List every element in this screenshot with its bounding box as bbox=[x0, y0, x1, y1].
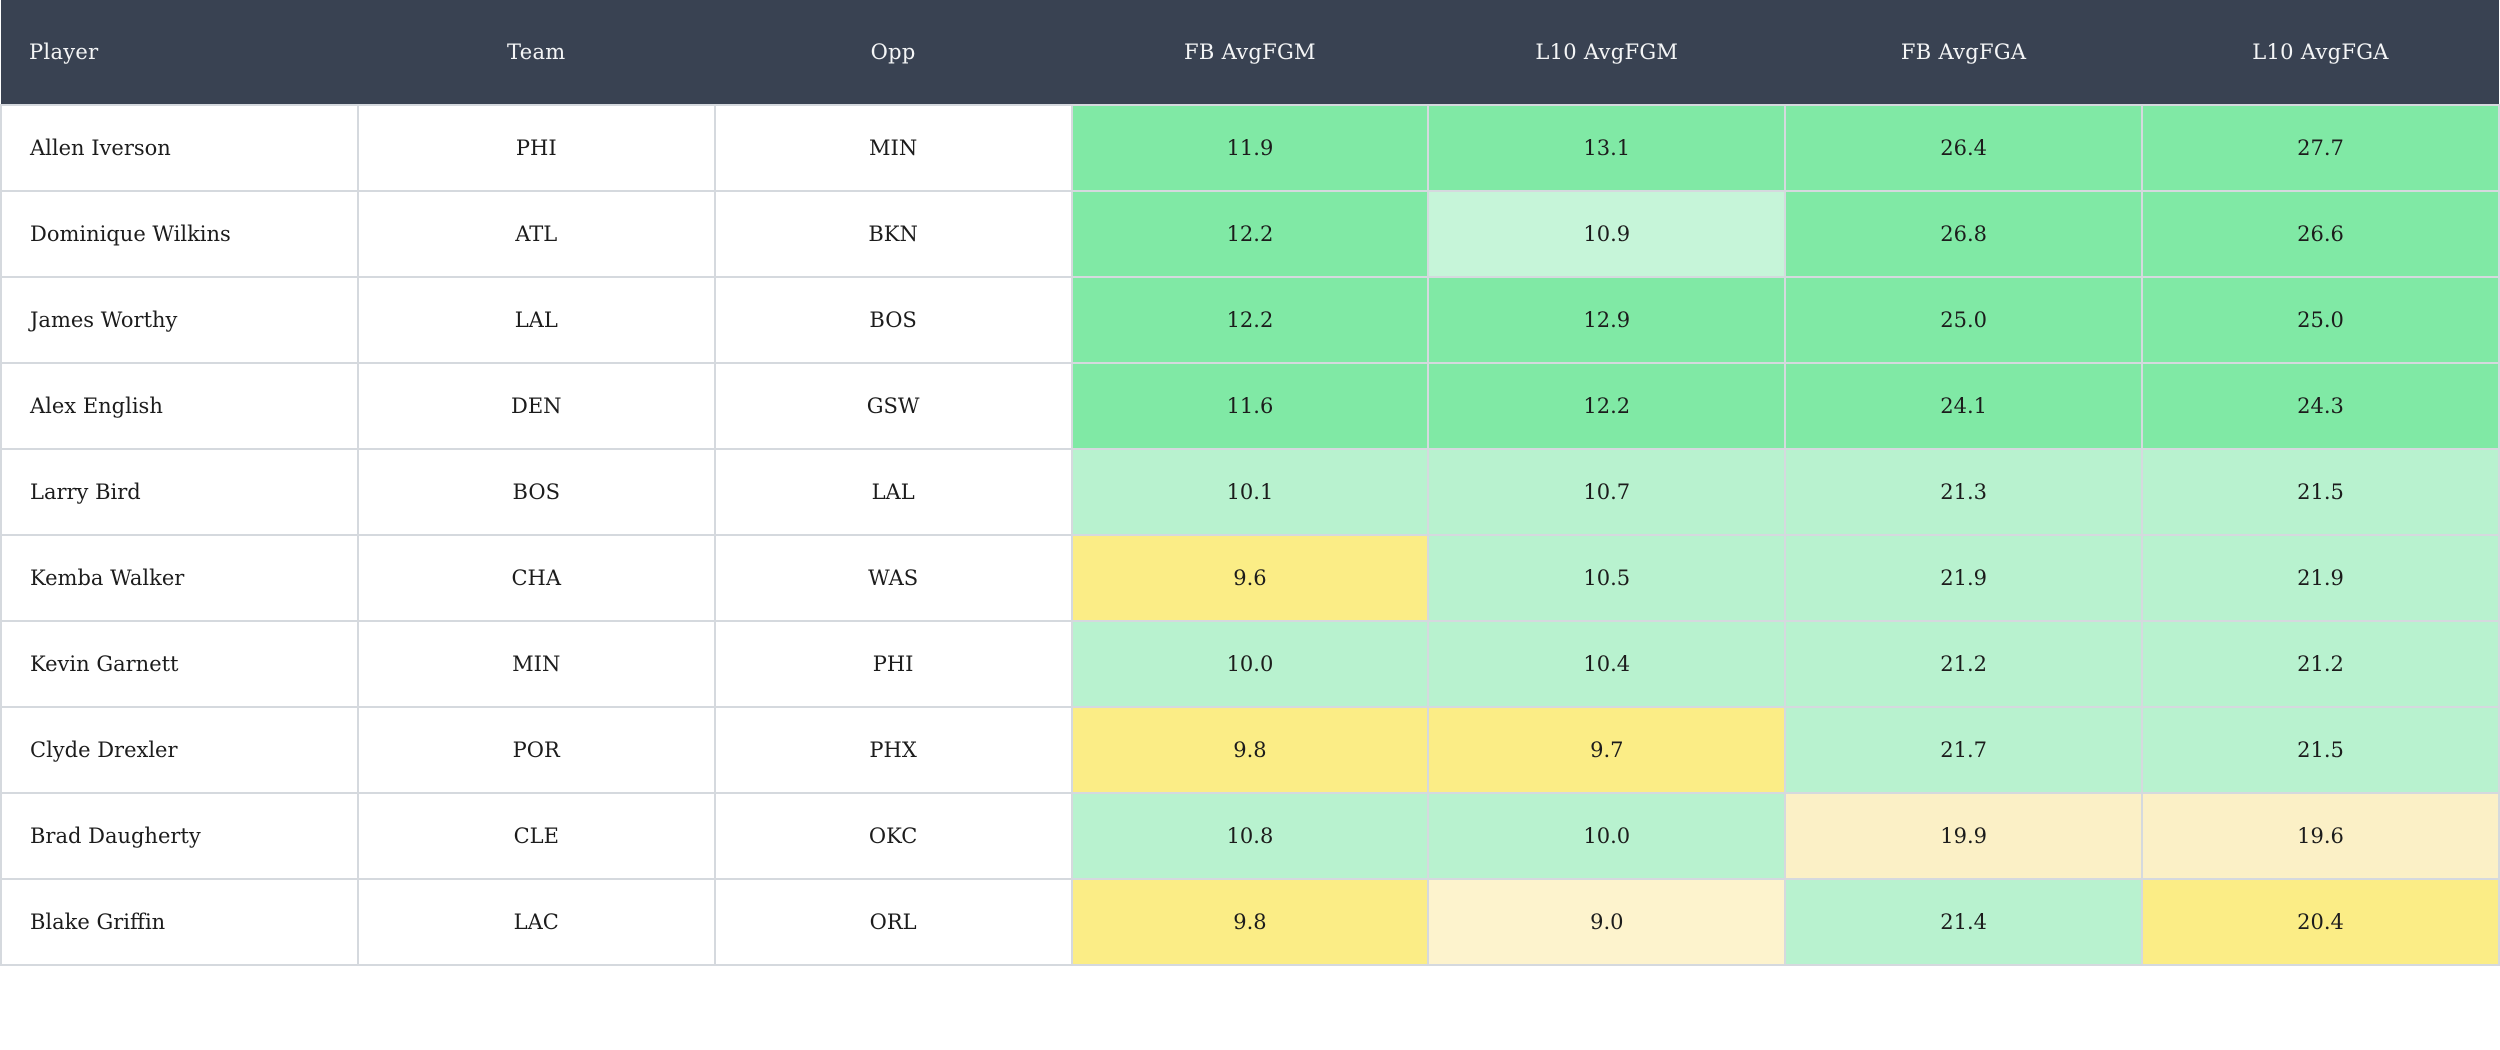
cell-team: DEN bbox=[356, 362, 716, 450]
cell-fb_avgfga: 21.4 bbox=[1784, 878, 2144, 966]
cell-fb_avgfgm: 9.6 bbox=[1070, 534, 1430, 622]
column-header-fb_avgfga: FB AvgFGA bbox=[1785, 0, 2143, 105]
cell-fb_avgfgm: 10.8 bbox=[1070, 792, 1430, 880]
cell-player: Larry Bird bbox=[0, 448, 359, 536]
table-row: Alex English DEN GSW 11.6 12.2 24.1 24.3 bbox=[0, 362, 2500, 450]
cell-team: MIN bbox=[356, 620, 716, 708]
cell-player: Blake Griffin bbox=[0, 878, 359, 966]
cell-team: LAC bbox=[356, 878, 716, 966]
table-row: Clyde Drexler POR PHX 9.8 9.7 21.7 21.5 bbox=[0, 706, 2500, 794]
cell-l10_avgfgm: 12.9 bbox=[1427, 276, 1787, 364]
cell-fb_avgfgm: 9.8 bbox=[1070, 878, 1430, 966]
cell-fb_avgfgm: 12.2 bbox=[1070, 276, 1430, 364]
cell-l10_avgfgm: 9.0 bbox=[1427, 878, 1787, 966]
cell-opp: PHI bbox=[713, 620, 1073, 708]
cell-player: Kemba Walker bbox=[0, 534, 359, 622]
cell-fb_avgfgm: 9.8 bbox=[1070, 706, 1430, 794]
cell-opp: OKC bbox=[713, 792, 1073, 880]
column-header-team: Team bbox=[357, 0, 715, 105]
table-row: Blake Griffin LAC ORL 9.8 9.0 21.4 20.4 bbox=[0, 878, 2500, 966]
cell-team: BOS bbox=[356, 448, 716, 536]
table-row: Dominique Wilkins ATL BKN 12.2 10.9 26.8 26.6 bbox=[0, 190, 2500, 278]
cell-l10_avgfga: 21.2 bbox=[2141, 620, 2500, 708]
cell-l10_avgfga: 19.6 bbox=[2141, 792, 2500, 880]
cell-fb_avgfga: 26.4 bbox=[1784, 104, 2144, 192]
player-stats-table: Player Team Opp FB AvgFGM L10 AvgFGM FB AvgFG… bbox=[0, 0, 2500, 966]
cell-player: Dominique Wilkins bbox=[0, 190, 359, 278]
cell-fb_avgfga: 26.8 bbox=[1784, 190, 2144, 278]
cell-l10_avgfga: 27.7 bbox=[2141, 104, 2500, 192]
cell-l10_avgfgm: 10.7 bbox=[1427, 448, 1787, 536]
cell-fb_avgfga: 21.9 bbox=[1784, 534, 2144, 622]
cell-l10_avgfgm: 10.4 bbox=[1427, 620, 1787, 708]
table-row: Allen Iverson PHI MIN 11.9 13.1 26.4 27.7 bbox=[0, 104, 2500, 192]
table-row: James Worthy LAL BOS 12.2 12.9 25.0 25.0 bbox=[0, 276, 2500, 364]
cell-l10_avgfga: 20.4 bbox=[2141, 878, 2500, 966]
column-header-l10_avgfgm: L10 AvgFGM bbox=[1428, 0, 1786, 105]
cell-l10_avgfgm: 13.1 bbox=[1427, 104, 1787, 192]
cell-opp: MIN bbox=[713, 104, 1073, 192]
cell-fb_avgfga: 25.0 bbox=[1784, 276, 2144, 364]
cell-l10_avgfgm: 10.9 bbox=[1427, 190, 1787, 278]
cell-opp: ORL bbox=[713, 878, 1073, 966]
table-header: Player Team Opp FB AvgFGM L10 AvgFGM FB AvgFG… bbox=[1, 0, 2499, 105]
cell-player: Allen Iverson bbox=[0, 104, 359, 192]
cell-opp: LAL bbox=[713, 448, 1073, 536]
cell-fb_avgfga: 24.1 bbox=[1784, 362, 2144, 450]
cell-fb_avgfga: 19.9 bbox=[1784, 792, 2144, 880]
cell-l10_avgfga: 21.5 bbox=[2141, 448, 2500, 536]
column-header-l10_avgfga: L10 AvgFGA bbox=[2142, 0, 2499, 105]
cell-player: Alex English bbox=[0, 362, 359, 450]
cell-team: CLE bbox=[356, 792, 716, 880]
table-body: Allen Iverson PHI MIN 11.9 13.1 26.4 27.7 Domin… bbox=[0, 104, 2500, 966]
table-row: Kevin Garnett MIN PHI 10.0 10.4 21.2 21.2 bbox=[0, 620, 2500, 708]
column-header-opp: Opp bbox=[714, 0, 1072, 105]
cell-player: Kevin Garnett bbox=[0, 620, 359, 708]
cell-fb_avgfga: 21.2 bbox=[1784, 620, 2144, 708]
cell-player: Clyde Drexler bbox=[0, 706, 359, 794]
cell-opp: BOS bbox=[713, 276, 1073, 364]
cell-l10_avgfga: 21.9 bbox=[2141, 534, 2500, 622]
cell-player: Brad Daugherty bbox=[0, 792, 359, 880]
cell-team: CHA bbox=[356, 534, 716, 622]
cell-team: PHI bbox=[356, 104, 716, 192]
cell-l10_avgfga: 26.6 bbox=[2141, 190, 2500, 278]
cell-l10_avgfgm: 10.0 bbox=[1427, 792, 1787, 880]
cell-player: James Worthy bbox=[0, 276, 359, 364]
cell-l10_avgfgm: 10.5 bbox=[1427, 534, 1787, 622]
cell-opp: GSW bbox=[713, 362, 1073, 450]
cell-opp: BKN bbox=[713, 190, 1073, 278]
column-header-player: Player bbox=[1, 0, 358, 105]
cell-team: ATL bbox=[356, 190, 716, 278]
table-row: Brad Daugherty CLE OKC 10.8 10.0 19.9 19.6 bbox=[0, 792, 2500, 880]
cell-fb_avgfgm: 11.9 bbox=[1070, 104, 1430, 192]
cell-fb_avgfga: 21.7 bbox=[1784, 706, 2144, 794]
cell-fb_avgfgm: 11.6 bbox=[1070, 362, 1430, 450]
cell-fb_avgfgm: 12.2 bbox=[1070, 190, 1430, 278]
cell-l10_avgfgm: 9.7 bbox=[1427, 706, 1787, 794]
cell-fb_avgfgm: 10.1 bbox=[1070, 448, 1430, 536]
cell-team: POR bbox=[356, 706, 716, 794]
header-row: Player Team Opp FB AvgFGM L10 AvgFGM FB AvgFG… bbox=[1, 0, 2499, 105]
cell-l10_avgfgm: 12.2 bbox=[1427, 362, 1787, 450]
cell-team: LAL bbox=[356, 276, 716, 364]
cell-l10_avgfga: 24.3 bbox=[2141, 362, 2500, 450]
table-row: Kemba Walker CHA WAS 9.6 10.5 21.9 21.9 bbox=[0, 534, 2500, 622]
cell-opp: WAS bbox=[713, 534, 1073, 622]
cell-fb_avgfga: 21.3 bbox=[1784, 448, 2144, 536]
column-header-fb_avgfgm: FB AvgFGM bbox=[1071, 0, 1429, 105]
table-row: Larry Bird BOS LAL 10.1 10.7 21.3 21.5 bbox=[0, 448, 2500, 536]
cell-l10_avgfga: 25.0 bbox=[2141, 276, 2500, 364]
cell-fb_avgfgm: 10.0 bbox=[1070, 620, 1430, 708]
cell-opp: PHX bbox=[713, 706, 1073, 794]
cell-l10_avgfga: 21.5 bbox=[2141, 706, 2500, 794]
